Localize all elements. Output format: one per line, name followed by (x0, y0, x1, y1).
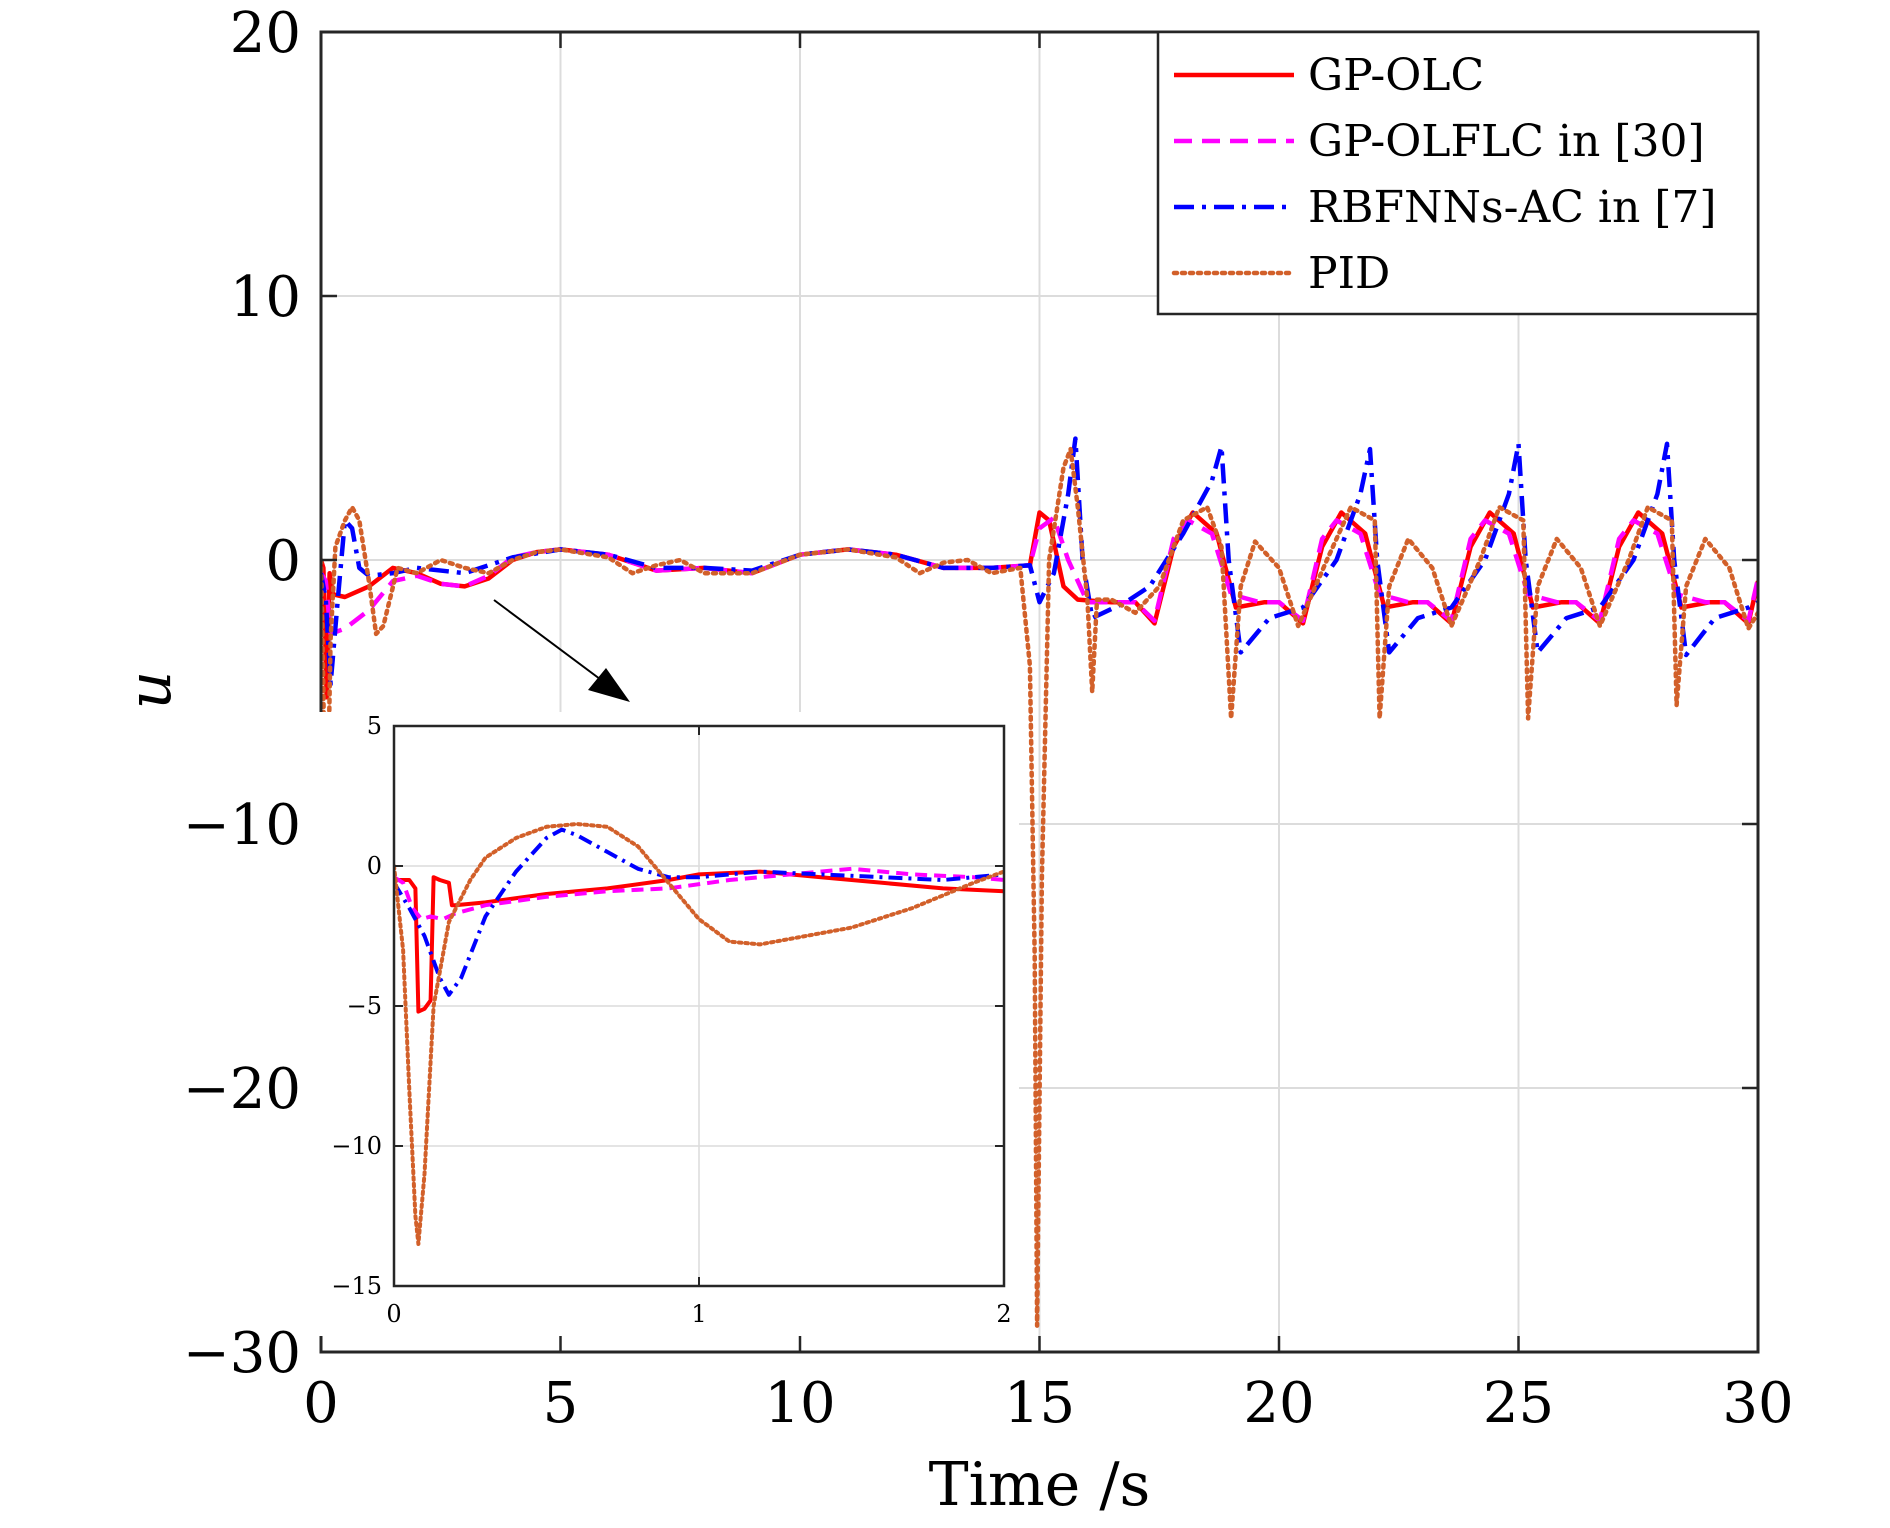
y-tick-label: −10 (331, 1132, 382, 1160)
legend-label: RBFNNs-AC in [7] (1308, 182, 1717, 233)
y-tick-label: 0 (367, 852, 382, 880)
y-tick-label: 5 (367, 712, 382, 740)
series-line-gp-olc (394, 869, 1004, 1014)
x-tick-label: 25 (1483, 1371, 1554, 1436)
legend: GP-OLC GP-OLFLC in [30] RBFNNs-AC in [7] PI… (1156, 30, 1760, 316)
x-tick-label: 0 (303, 1371, 339, 1436)
y-tick-label: −15 (331, 1272, 382, 1300)
y-tick-label: −5 (347, 992, 382, 1020)
legend-item-pid: PID (1171, 248, 1390, 299)
x-tick-label: 1 (691, 1300, 706, 1328)
y-tick-label: −10 (183, 793, 301, 858)
y-axis-label: u (115, 671, 185, 710)
legend-label: PID (1308, 248, 1390, 299)
series-line-pid (321, 446, 1758, 1328)
y-tick-label: −20 (183, 1057, 301, 1122)
main-series (321, 436, 1758, 1328)
series-line-pid (394, 822, 1004, 1246)
x-axis-label: Time /s (929, 1450, 1151, 1520)
inset-tick-labels: 0 1 2 −15 −10 −5 0 5 (331, 712, 1011, 1328)
x-tick-label: 0 (386, 1300, 401, 1328)
series-line-gp-olflc-in-30 (394, 866, 1004, 922)
series-line-rbfnns-ac-in-7 (394, 827, 1004, 997)
y-tick-label: 20 (230, 1, 301, 66)
legend-item-gp-olflc-in-30: GP-OLFLC in [30] (1174, 116, 1705, 167)
zoom-arrow-icon (493, 599, 630, 702)
x-tick-label: 20 (1243, 1371, 1314, 1436)
y-tick-label: 0 (265, 529, 301, 594)
y-tick-label: 10 (230, 265, 301, 330)
inset-tick-marks (393, 725, 1005, 1287)
series-line-rbfnns-ac-in-7 (321, 436, 1758, 687)
legend-box (1156, 30, 1760, 316)
legend-item-gp-olc: GP-OLC (1174, 50, 1484, 101)
inset-plot: 0 1 2 −15 −10 −5 0 5 (314, 712, 1019, 1336)
x-tick-label: 5 (543, 1371, 579, 1436)
y-tick-label: −30 (183, 1321, 301, 1386)
legend-label: GP-OLC (1308, 50, 1484, 101)
legend-label: GP-OLFLC in [30] (1308, 116, 1705, 167)
inset-series (394, 822, 1004, 1246)
x-tick-label: 30 (1722, 1371, 1793, 1436)
x-tick-label: 10 (764, 1371, 835, 1436)
x-tick-label: 15 (1004, 1371, 1075, 1436)
legend-item-rbfnns-ac-in-7: RBFNNs-AC in [7] (1174, 182, 1717, 233)
x-tick-label: 2 (996, 1300, 1011, 1328)
